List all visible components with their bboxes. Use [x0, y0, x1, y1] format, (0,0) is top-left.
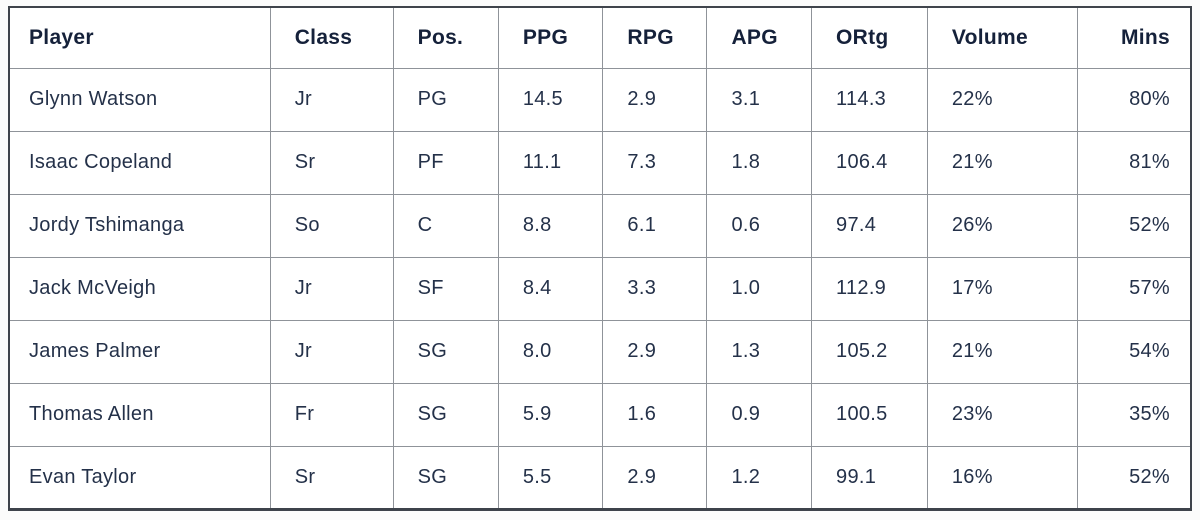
cell-pos: PG [392, 67, 499, 132]
header-row: Player Class Pos. PPG RPG APG ORtg Volum… [8, 6, 1192, 69]
cell-apg: 1.8 [706, 130, 813, 195]
cell-rpg: 1.6 [602, 382, 708, 447]
cell-ortg: 99.1 [811, 445, 928, 510]
cell-volume: 16% [926, 445, 1078, 510]
cell-pos: SG [392, 445, 499, 510]
table-header: Player Class Pos. PPG RPG APG ORtg Volum… [8, 6, 1192, 69]
column-header-mins: Mins [1076, 6, 1192, 69]
cell-rpg: 2.9 [602, 319, 708, 384]
table-row-jordy-tshimanga: Jordy Tshimanga So C 8.8 6.1 0.6 97.4 26… [8, 193, 1192, 258]
cell-rpg: 7.3 [602, 130, 708, 195]
cell-volume: 21% [926, 319, 1078, 384]
cell-class: Fr [269, 382, 394, 447]
cell-apg: 1.2 [706, 445, 813, 510]
table-row-glynn-watson: Glynn Watson Jr PG 14.5 2.9 3.1 114.3 22… [8, 67, 1192, 132]
cell-mins: 57% [1076, 256, 1192, 321]
cell-apg: 0.6 [706, 193, 813, 258]
player-stats-table-container: Player Class Pos. PPG RPG APG ORtg Volum… [8, 6, 1192, 511]
cell-pos: SF [392, 256, 499, 321]
cell-player: James Palmer [8, 319, 271, 384]
cell-apg: 0.9 [706, 382, 813, 447]
cell-class: So [269, 193, 394, 258]
column-header-pos: Pos. [392, 6, 499, 69]
cell-ortg: 105.2 [811, 319, 928, 384]
cell-rpg: 3.3 [602, 256, 708, 321]
cell-class: Jr [269, 256, 394, 321]
cell-ppg: 11.1 [497, 130, 604, 195]
cell-class: Jr [269, 319, 394, 384]
cell-rpg: 6.1 [602, 193, 708, 258]
cell-volume: 26% [926, 193, 1078, 258]
table-row-evan-taylor: Evan Taylor Sr SG 5.5 2.9 1.2 99.1 16% 5… [8, 445, 1192, 510]
cell-mins: 81% [1076, 130, 1192, 195]
cell-ortg: 100.5 [811, 382, 928, 447]
cell-volume: 22% [926, 67, 1078, 132]
cell-ppg: 5.5 [497, 445, 604, 510]
column-header-volume: Volume [926, 6, 1078, 69]
column-header-ppg: PPG [497, 6, 604, 69]
cell-ortg: 114.3 [811, 67, 928, 132]
cell-mins: 80% [1076, 67, 1192, 132]
column-header-apg: APG [706, 6, 813, 69]
cell-apg: 1.0 [706, 256, 813, 321]
cell-mins: 52% [1076, 193, 1192, 258]
cell-apg: 3.1 [706, 67, 813, 132]
cell-class: Sr [269, 130, 394, 195]
cell-volume: 17% [926, 256, 1078, 321]
cell-class: Sr [269, 445, 394, 510]
cell-ppg: 8.4 [497, 256, 604, 321]
column-header-player: Player [8, 6, 271, 69]
table-body: Glynn Watson Jr PG 14.5 2.9 3.1 114.3 22… [8, 67, 1192, 510]
cell-volume: 21% [926, 130, 1078, 195]
cell-pos: SG [392, 319, 499, 384]
cell-ppg: 5.9 [497, 382, 604, 447]
cell-player: Jack McVeigh [8, 256, 271, 321]
cell-class: Jr [269, 67, 394, 132]
column-header-ortg: ORtg [811, 6, 928, 69]
cell-ortg: 106.4 [811, 130, 928, 195]
cell-ppg: 8.8 [497, 193, 604, 258]
cell-ppg: 8.0 [497, 319, 604, 384]
cell-player: Glynn Watson [8, 67, 271, 132]
cell-rpg: 2.9 [602, 445, 708, 510]
cell-ortg: 97.4 [811, 193, 928, 258]
table-row-isaac-copeland: Isaac Copeland Sr PF 11.1 7.3 1.8 106.4 … [8, 130, 1192, 195]
cell-player: Evan Taylor [8, 445, 271, 510]
table-row-jack-mcveigh: Jack McVeigh Jr SF 8.4 3.3 1.0 112.9 17%… [8, 256, 1192, 321]
cell-player: Jordy Tshimanga [8, 193, 271, 258]
table-row-james-palmer: James Palmer Jr SG 8.0 2.9 1.3 105.2 21%… [8, 319, 1192, 384]
cell-apg: 1.3 [706, 319, 813, 384]
cell-pos: PF [392, 130, 499, 195]
column-header-class: Class [269, 6, 394, 69]
cell-volume: 23% [926, 382, 1078, 447]
cell-pos: C [392, 193, 499, 258]
player-stats-table: Player Class Pos. PPG RPG APG ORtg Volum… [8, 6, 1192, 511]
cell-mins: 35% [1076, 382, 1192, 447]
table-row-thomas-allen: Thomas Allen Fr SG 5.9 1.6 0.9 100.5 23%… [8, 382, 1192, 447]
cell-player: Isaac Copeland [8, 130, 271, 195]
column-header-rpg: RPG [602, 6, 708, 69]
cell-rpg: 2.9 [602, 67, 708, 132]
cell-ortg: 112.9 [811, 256, 928, 321]
cell-pos: SG [392, 382, 499, 447]
cell-mins: 52% [1076, 445, 1192, 510]
cell-ppg: 14.5 [497, 67, 604, 132]
cell-player: Thomas Allen [8, 382, 271, 447]
cell-mins: 54% [1076, 319, 1192, 384]
